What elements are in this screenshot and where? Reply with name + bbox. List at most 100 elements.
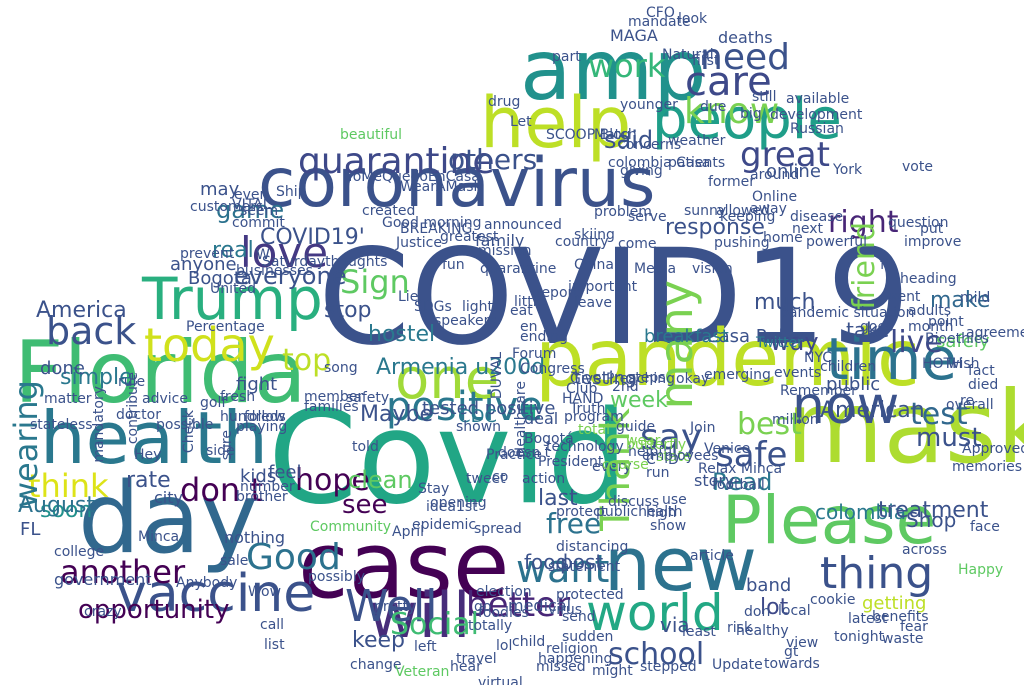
word-amp: amp bbox=[520, 21, 707, 119]
word-day: day bbox=[78, 462, 259, 576]
word-report: report bbox=[536, 285, 579, 301]
word-events: events bbox=[774, 365, 822, 381]
word-foodies: foodies bbox=[478, 605, 529, 621]
word-maga: MAGA bbox=[610, 26, 658, 45]
word-president: President bbox=[538, 454, 604, 470]
word-congress: Congress bbox=[520, 361, 585, 377]
word-fresh: fresh bbox=[220, 389, 256, 405]
word-american: American bbox=[820, 398, 925, 423]
word-cookie: cookie bbox=[810, 592, 856, 608]
word-virus: virus bbox=[548, 602, 583, 618]
word-wish: wish bbox=[948, 356, 980, 372]
word-love: love bbox=[240, 228, 329, 277]
word-stay: Stay bbox=[418, 481, 450, 497]
word-great: great bbox=[740, 135, 830, 175]
word-businesses: businesses bbox=[236, 263, 313, 279]
word-clean: clean bbox=[348, 466, 413, 494]
word-football: football bbox=[712, 477, 765, 493]
word-covid: Covid bbox=[268, 384, 629, 533]
word-side: side bbox=[206, 443, 235, 459]
word-pretty: pretty bbox=[374, 599, 417, 615]
word-allowed: allowed bbox=[716, 203, 770, 219]
word-band: band bbox=[746, 575, 792, 596]
word-helpful: helpful bbox=[628, 444, 676, 460]
word-overall: overall bbox=[946, 397, 994, 413]
word-might: might bbox=[592, 663, 633, 679]
word-media: Media bbox=[634, 261, 677, 277]
word-another: another bbox=[60, 553, 186, 591]
word-community: Community bbox=[310, 519, 392, 535]
word-waste: waste bbox=[882, 631, 924, 647]
word-protected: protected bbox=[556, 587, 624, 603]
word-drug: drug bbox=[488, 94, 521, 110]
word-serve: serve bbox=[628, 209, 667, 225]
word-fi: fi bbox=[880, 257, 889, 273]
word-story: story bbox=[694, 471, 735, 490]
word-bioethics: Bioethics bbox=[925, 331, 989, 347]
word-keep: keep bbox=[352, 628, 405, 653]
word-pandemic: pandemic bbox=[535, 314, 920, 404]
word-skiing: skiing bbox=[574, 227, 615, 243]
word-see: see bbox=[342, 490, 388, 520]
word-created: created bbox=[362, 203, 416, 219]
word-fl: FL bbox=[20, 519, 41, 540]
word-stepped: stepped bbox=[640, 659, 697, 675]
word-colombia-casa: colombia Casa bbox=[608, 155, 711, 171]
word-face: face bbox=[970, 519, 1000, 535]
word-via: via bbox=[660, 613, 690, 637]
word-memories: memories bbox=[952, 459, 1023, 475]
word-wearamask: WearAMask bbox=[400, 179, 482, 195]
word-rate: rate bbox=[126, 468, 171, 493]
word-social: Social bbox=[390, 607, 479, 642]
word-goes: goes bbox=[860, 319, 894, 335]
word-online: Online bbox=[752, 189, 798, 205]
word-wow: Wow bbox=[248, 584, 282, 600]
word-percentage: Percentage bbox=[186, 319, 265, 335]
word-natural: Natural bbox=[662, 47, 714, 63]
word-shop: Shop bbox=[906, 508, 957, 532]
word-shown: shown bbox=[456, 419, 502, 435]
word-mask: mask bbox=[786, 369, 1024, 486]
word-show: show bbox=[650, 518, 687, 534]
word-seem: seem bbox=[240, 203, 279, 219]
word-vaccine: vaccine bbox=[116, 564, 316, 624]
word-put: put bbox=[920, 221, 944, 237]
word-powerful: powerful bbox=[806, 234, 867, 250]
word-fight: fight bbox=[236, 374, 278, 395]
word-golf: golf bbox=[200, 395, 227, 411]
word-medical: medical bbox=[508, 596, 572, 615]
word-safely: safely bbox=[936, 331, 990, 352]
word-game: game bbox=[216, 196, 285, 224]
word-response: response bbox=[665, 215, 765, 240]
word-problem: problem bbox=[594, 204, 652, 220]
word-sunny: sunny bbox=[684, 203, 727, 219]
word-left: left bbox=[414, 639, 437, 655]
word-next: next bbox=[792, 221, 824, 237]
word-practice: Practice bbox=[486, 447, 542, 463]
word-work: work bbox=[588, 47, 666, 85]
word-list: list bbox=[264, 637, 285, 653]
word-possibly: possibly bbox=[308, 569, 365, 585]
word-quarantine: quarantine bbox=[298, 141, 495, 182]
word-mild: mild bbox=[960, 290, 991, 306]
word-treatment: treatment bbox=[878, 498, 989, 523]
word-let: Let bbox=[510, 114, 532, 130]
word-around: around bbox=[750, 167, 800, 183]
word-testing: testing bbox=[574, 368, 637, 389]
word-co: co bbox=[492, 469, 509, 485]
word-club: Club bbox=[566, 381, 598, 397]
word-risk: risk bbox=[727, 620, 753, 636]
word-america: America bbox=[36, 298, 127, 323]
word-high: high bbox=[646, 505, 677, 521]
word-school: school bbox=[608, 637, 705, 672]
word-vision: vision bbox=[692, 261, 733, 277]
word-fun: fun bbox=[442, 257, 465, 273]
word-much: much bbox=[754, 290, 816, 315]
word-live: live bbox=[890, 325, 943, 360]
word-protect: protect bbox=[556, 504, 607, 520]
word-look: look bbox=[678, 11, 708, 27]
word-hear: hear bbox=[450, 659, 482, 675]
word-butterfly: butterfly bbox=[626, 437, 687, 453]
word-way: way bbox=[770, 328, 819, 356]
word-opportunity: opportunity bbox=[78, 595, 230, 625]
